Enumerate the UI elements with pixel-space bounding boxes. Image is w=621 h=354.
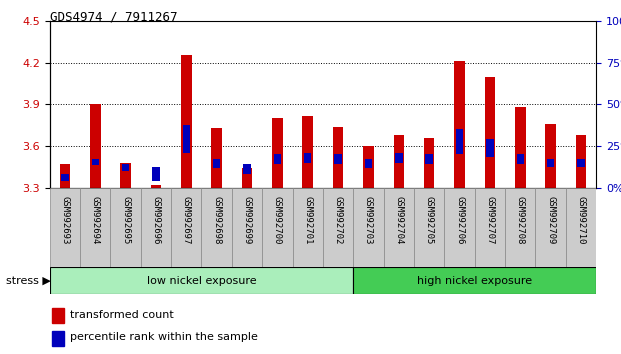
Bar (486, 139, 494, 157)
Bar (232, 188, 262, 267)
Text: percentile rank within the sample: percentile rank within the sample (70, 332, 258, 342)
Bar (120, 162, 131, 188)
Bar (292, 188, 323, 267)
Text: GSM992706: GSM992706 (455, 195, 464, 244)
Bar (122, 164, 129, 171)
Bar (211, 128, 222, 188)
Bar (52, 331, 65, 346)
Text: GSM992708: GSM992708 (516, 195, 525, 244)
Bar (456, 129, 463, 154)
Bar (304, 153, 312, 163)
Bar (91, 159, 99, 165)
Bar (425, 154, 433, 164)
Bar (445, 188, 474, 267)
Bar (333, 127, 343, 188)
Bar (474, 188, 505, 267)
Bar (111, 188, 141, 267)
Bar (353, 267, 596, 294)
Text: GSM992697: GSM992697 (182, 195, 191, 244)
Text: GSM992701: GSM992701 (303, 195, 312, 244)
Bar (515, 107, 525, 188)
Bar (90, 104, 101, 188)
Text: stress ▶: stress ▶ (6, 276, 51, 286)
Bar (424, 138, 435, 188)
Bar (394, 135, 404, 188)
Text: GSM992702: GSM992702 (333, 195, 343, 244)
Bar (262, 188, 292, 267)
Bar (535, 188, 566, 267)
Bar (151, 185, 161, 188)
Bar (302, 115, 313, 188)
Bar (353, 188, 384, 267)
Bar (545, 124, 556, 188)
Bar (505, 188, 535, 267)
Text: high nickel exposure: high nickel exposure (417, 275, 532, 286)
Bar (323, 188, 353, 267)
Bar (384, 188, 414, 267)
Bar (50, 267, 353, 294)
Text: GSM992698: GSM992698 (212, 195, 221, 244)
Bar (576, 135, 586, 188)
Bar (181, 55, 192, 188)
Bar (272, 118, 283, 188)
Bar (365, 159, 372, 168)
Bar (395, 153, 402, 163)
Bar (517, 154, 524, 164)
Bar (171, 188, 201, 267)
Bar (484, 77, 495, 188)
Bar (547, 159, 555, 167)
Bar (242, 168, 252, 188)
Bar (454, 62, 465, 188)
Bar (578, 159, 585, 167)
Text: GSM992695: GSM992695 (121, 195, 130, 244)
Text: GSM992705: GSM992705 (425, 195, 433, 244)
Text: GSM992709: GSM992709 (546, 195, 555, 244)
Bar (60, 164, 70, 188)
Bar (334, 154, 342, 164)
Bar (52, 308, 65, 323)
Text: GSM992703: GSM992703 (364, 195, 373, 244)
Bar (152, 167, 160, 181)
Text: GSM992704: GSM992704 (394, 195, 403, 244)
Bar (141, 188, 171, 267)
Text: GSM992696: GSM992696 (152, 195, 160, 244)
Text: GSM992710: GSM992710 (576, 195, 586, 244)
Bar (566, 188, 596, 267)
Text: GSM992699: GSM992699 (243, 195, 252, 244)
Text: transformed count: transformed count (70, 310, 175, 320)
Bar (183, 125, 190, 153)
Bar (213, 159, 220, 168)
Text: low nickel exposure: low nickel exposure (147, 275, 256, 286)
Bar (61, 174, 68, 181)
Bar (274, 154, 281, 164)
Text: GDS4974 / 7911267: GDS4974 / 7911267 (50, 11, 177, 24)
Bar (243, 164, 251, 174)
Bar (414, 188, 445, 267)
Text: GSM992707: GSM992707 (486, 195, 494, 244)
Bar (363, 146, 374, 188)
Text: GSM992693: GSM992693 (60, 195, 70, 244)
Text: GSM992700: GSM992700 (273, 195, 282, 244)
Text: GSM992694: GSM992694 (91, 195, 100, 244)
Bar (80, 188, 111, 267)
Bar (50, 188, 80, 267)
Bar (201, 188, 232, 267)
